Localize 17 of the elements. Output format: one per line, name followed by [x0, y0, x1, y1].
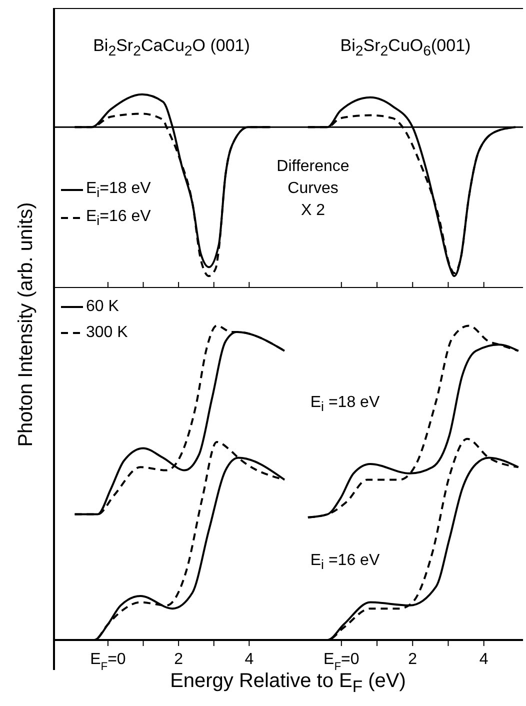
- legend-label: 60 K: [86, 298, 119, 316]
- x-tick-label: E$_{F}$=0: [324, 651, 360, 673]
- legend-label: 300 K: [86, 324, 128, 342]
- chart-title: Bi$_{2}$Sr$_{2}$CuO$_{6}$(001): [339, 36, 472, 60]
- legend-label: E$_{i}$=16 eV: [86, 208, 151, 228]
- y-axis-title: Photon Intensity (arb. units): [14, 202, 38, 446]
- x-tick-label: 4: [244, 651, 254, 668]
- annotation: E$_{i}$ =18 eV: [309, 393, 381, 416]
- x-tick-label: E$_{F}$=0: [90, 651, 126, 673]
- annotation: E$_{i}$ =16 eV: [309, 551, 381, 574]
- annotation: Difference Curves X 2: [276, 157, 350, 221]
- x-axis-title: Energy Relative to E$_{F}$ (eV): [170, 670, 406, 696]
- x-tick-label: 4: [479, 651, 488, 668]
- x-tick-label: 2: [174, 651, 184, 668]
- x-tick-label: 2: [408, 651, 418, 668]
- legend-label: E$_{i}$=18 eV: [86, 180, 151, 200]
- chart-title: Bi$_{2}$Sr$_{2}$CaCu$_{2}$O (001): [92, 36, 251, 60]
